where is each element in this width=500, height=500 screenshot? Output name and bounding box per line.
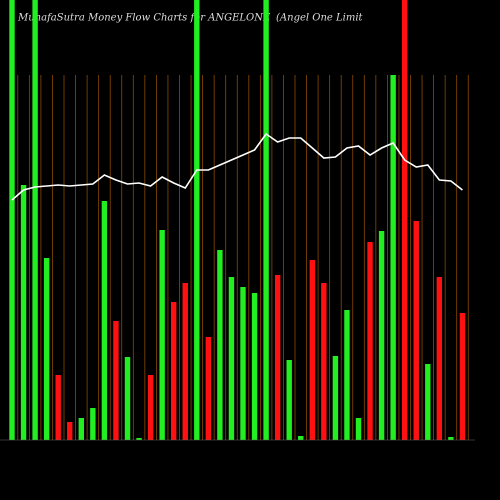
bar: [159, 230, 165, 440]
bar: [298, 436, 304, 440]
chart-title: MunafaSutra Money Flow Charts for ANGELO…: [17, 13, 271, 24]
bar: [459, 313, 466, 440]
bar: [55, 375, 61, 440]
bar: [194, 0, 200, 440]
bar: [20, 185, 27, 440]
bar: [402, 0, 408, 440]
bar: [67, 422, 73, 440]
bar: [136, 438, 142, 440]
bar: [240, 287, 246, 440]
bar: [113, 321, 119, 440]
bar: [101, 201, 108, 440]
bar: [436, 277, 443, 440]
bar: [355, 418, 362, 440]
bar: [263, 0, 269, 440]
bar: [124, 357, 131, 440]
bar: [228, 277, 235, 440]
bar: [90, 408, 96, 440]
bar: [171, 302, 177, 440]
bar: [332, 356, 339, 440]
bar: [9, 0, 15, 440]
money-flow-line: [11, 132, 463, 201]
bar: [425, 364, 431, 440]
bar: [182, 283, 188, 440]
bar: [217, 250, 223, 440]
bar: [390, 75, 396, 440]
bar: [251, 293, 258, 440]
bar: [147, 375, 154, 440]
bar: [32, 0, 38, 440]
bar: [413, 221, 419, 440]
bar: [367, 242, 373, 440]
bar: [43, 258, 50, 440]
bar: [274, 275, 281, 440]
bar: [78, 418, 84, 440]
bar: [205, 337, 212, 440]
bar: [344, 310, 350, 440]
chart-subtitle: (Angel One Limit: [276, 13, 364, 24]
bar: [286, 360, 292, 440]
bar: [448, 437, 454, 440]
bar: [321, 283, 327, 440]
bar: [309, 260, 315, 440]
bar: [378, 231, 385, 440]
